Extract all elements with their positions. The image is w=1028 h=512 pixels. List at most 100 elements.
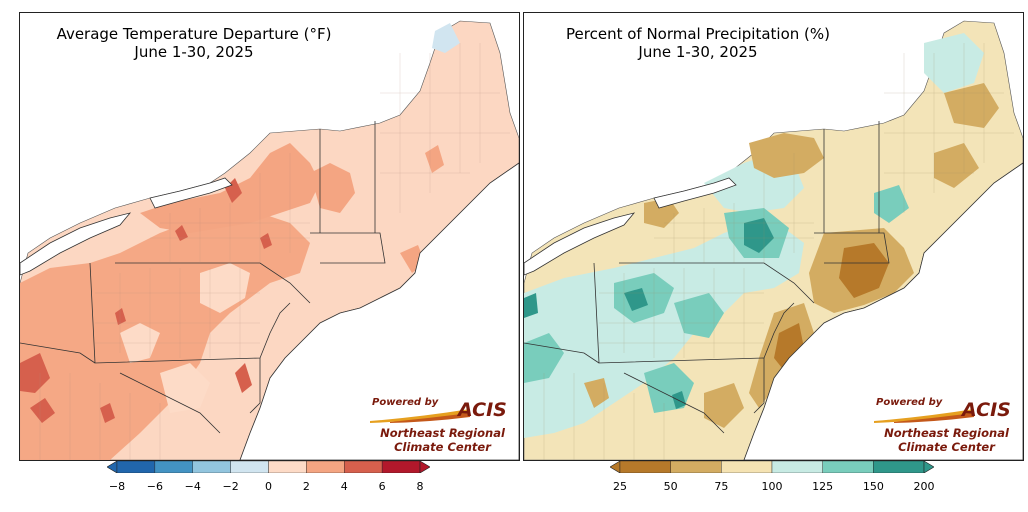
colorbar-cell: [344, 461, 383, 473]
colorbar-extend-high: [419, 461, 430, 473]
anomaly-patch: [425, 145, 444, 173]
colorbar-tick-label: 4: [340, 480, 348, 493]
anomaly-patch: [934, 143, 979, 188]
anomaly-patch: [624, 288, 648, 311]
colorbar-tick-label: 8: [416, 480, 424, 493]
colorbar-cell: [822, 461, 874, 473]
anomaly-patch: [924, 33, 984, 93]
temperature-map: [20, 20, 519, 460]
colorbar-cell: [192, 461, 231, 473]
temperature-colorbar: [107, 461, 430, 473]
colorbar-tick-label: 25: [613, 480, 627, 493]
colorbar-tick-label: −6: [146, 480, 163, 493]
colorbar-tick-label: 75: [714, 480, 729, 493]
anomaly-patch: [944, 83, 999, 128]
anomaly-patch: [20, 353, 50, 393]
colorbar-tick-label: −2: [222, 480, 239, 493]
lake-ontario: [149, 177, 233, 209]
map-title-line1: Average Temperature Departure (°F): [56, 25, 332, 43]
anomaly-patch: [260, 233, 272, 249]
colorbar-tick-label: −8: [108, 480, 126, 493]
colorbar-tick-label: 2: [302, 480, 310, 493]
anomaly-patch: [175, 225, 188, 241]
colorbar-cell: [154, 461, 193, 473]
map-title: Percent of Normal Precipitation (%) June…: [548, 25, 848, 61]
colorbar-tick-label: 150: [862, 480, 884, 493]
lake-erie: [524, 212, 636, 276]
colorbar-cells: [610, 461, 934, 473]
logo-org-line1: Northeast Regional: [380, 426, 505, 440]
anomaly-patch: [524, 293, 538, 318]
colorbar-cell: [116, 461, 156, 473]
precipitation-map-panel: Percent of Normal Precipitation (%) June…: [523, 12, 1024, 461]
anomaly-patch: [674, 293, 724, 338]
logo-swoosh-icon: [370, 409, 470, 423]
colorbar-cell: [873, 461, 925, 473]
ocean: [743, 162, 1023, 460]
anomaly-patch: [524, 333, 564, 383]
colorbar-cell: [306, 461, 345, 473]
precipitation-colorbar: [610, 461, 934, 473]
logo-acis: ACIS: [962, 399, 1011, 421]
anomaly-patch: [774, 323, 804, 373]
anomaly-patch: [874, 185, 909, 223]
colorbar-cell: [670, 461, 722, 473]
colorbar-cell: [771, 461, 823, 473]
anomaly-patch: [839, 243, 889, 298]
lake-erie: [20, 212, 132, 276]
anomaly-patch: [744, 218, 774, 253]
colorbar-tick-label: −4: [184, 480, 201, 493]
lake-ontario: [653, 177, 737, 209]
colorbar-cells: [107, 461, 430, 473]
colorbar-cell: [619, 461, 671, 473]
acis-logo: Powered by ACIS Northeast Regional Clima…: [370, 397, 515, 457]
precipitation-colorbar-ticks: 25 50 75 100 125 150 200: [610, 480, 935, 494]
colorbar-tick-label: 200: [913, 480, 935, 493]
logo-org-line2: Climate Center: [898, 440, 995, 454]
colorbar-tick-label: 6: [378, 480, 386, 493]
colorbar-extend-high: [923, 461, 934, 473]
ocean: [239, 162, 519, 460]
anomaly-patch: [115, 308, 126, 325]
anomaly-patch: [200, 263, 250, 313]
anomaly-patch: [235, 363, 252, 393]
precipitation-map: [524, 20, 1023, 460]
temperature-colorbar-ticks: −8 −6 −4 −2 0 2 4 6 8: [107, 480, 430, 494]
anomaly-patch: [160, 363, 210, 413]
colorbar-tick-label: 100: [761, 480, 783, 493]
anomaly-patch: [644, 198, 679, 228]
map-title-line1: Percent of Normal Precipitation (%): [566, 25, 830, 43]
logo-swoosh-icon: [874, 409, 974, 423]
anomaly-patch: [749, 133, 824, 178]
colorbar-tick-label: 50: [663, 480, 678, 493]
state-borders: [20, 121, 386, 434]
logo-org-line1: Northeast Regional: [884, 426, 1009, 440]
colorbar-tick-label: 125: [812, 480, 834, 493]
anomaly-patch: [704, 383, 744, 428]
anomaly-patch: [30, 398, 55, 423]
temperature-map-panel: Average Temperature Departure (°F) June …: [19, 12, 520, 461]
anomaly-patch: [432, 23, 460, 53]
county-borders: [543, 43, 1014, 460]
anomaly-patch: [672, 391, 686, 409]
map-title-line2: June 1-30, 2025: [134, 43, 254, 61]
colorbar-cell: [268, 461, 307, 473]
county-borders: [39, 43, 510, 460]
colorbar-extend-low: [610, 461, 621, 473]
logo-powered-by: Powered by: [876, 397, 943, 408]
map-title: Average Temperature Departure (°F) June …: [44, 25, 344, 61]
colorbar-cell: [721, 461, 773, 473]
anomaly-patch: [584, 378, 609, 408]
acis-logo: Powered by ACIS Northeast Regional Clima…: [874, 397, 1019, 457]
logo-powered-by: Powered by: [372, 397, 439, 408]
logo-org-line2: Climate Center: [394, 440, 491, 454]
anomaly-patch: [310, 163, 355, 213]
colorbar-cell: [381, 461, 421, 473]
colorbar-extend-low: [107, 461, 118, 473]
colorbar-tick-label: 0: [265, 480, 272, 493]
colorbar-cell: [230, 461, 269, 473]
state-borders: [524, 121, 890, 434]
map-title-line2: June 1-30, 2025: [638, 43, 758, 61]
anomaly-patch: [100, 403, 115, 423]
logo-acis: ACIS: [458, 399, 507, 421]
